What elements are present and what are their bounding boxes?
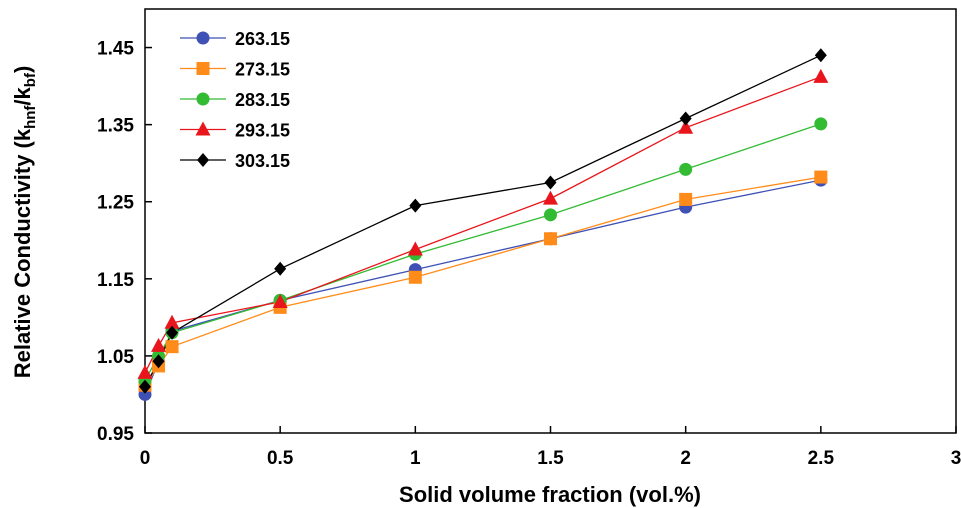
data-point-293.15 bbox=[543, 190, 558, 205]
axis-ticks: 0 0.5 1 1.5 2 2.5 3 0.95 1.05 1.15 1.25 1.35 1.45 bbox=[97, 39, 961, 469]
data-point-293.15 bbox=[407, 241, 423, 256]
data-point-283.15 bbox=[544, 208, 557, 222]
y-axis-title-sub2: bf bbox=[22, 72, 39, 87]
y-tick-label: 1.05 bbox=[97, 347, 134, 368]
legend-label: 263.15 bbox=[235, 29, 290, 49]
x-tick-label: 1 bbox=[410, 448, 421, 469]
data-point-303.15 bbox=[409, 198, 422, 213]
legend-marker bbox=[196, 62, 210, 75]
legend-marker bbox=[196, 31, 210, 45]
y-tick-label: 1.25 bbox=[97, 193, 134, 214]
x-tick-label: 1.5 bbox=[537, 448, 564, 469]
data-point-293.15 bbox=[678, 119, 694, 134]
y-axis-title-suffix: ) bbox=[10, 66, 35, 73]
y-axis-title-prefix: Relative Conductivity (k bbox=[10, 128, 35, 378]
data-point-273.15 bbox=[408, 270, 422, 284]
series-line-293.15 bbox=[144, 76, 822, 374]
data-point-293.15 bbox=[813, 68, 829, 83]
x-tick-label: 0.5 bbox=[267, 448, 294, 469]
data-point-293.15 bbox=[137, 364, 153, 379]
data-point-293.15 bbox=[151, 337, 167, 352]
data-point-273.15 bbox=[814, 170, 828, 184]
y-axis-title-sub1: hnf bbox=[22, 105, 39, 129]
legend-label: 303.15 bbox=[235, 151, 290, 171]
y-tick-label: 1.15 bbox=[97, 270, 134, 291]
data-point-303.15 bbox=[544, 175, 557, 190]
x-tick-label: 0 bbox=[140, 448, 151, 469]
y-axis-title-mid: /k bbox=[10, 86, 35, 105]
legend-marker bbox=[195, 121, 211, 136]
y-tick-label: 1.45 bbox=[97, 39, 134, 60]
legend-label: 273.15 bbox=[235, 60, 290, 80]
series-markers bbox=[137, 48, 829, 401]
data-point-293.15 bbox=[272, 293, 288, 308]
x-tick-label: 3 bbox=[951, 448, 961, 469]
y-tick-label: 1.35 bbox=[97, 116, 134, 137]
data-point-303.15 bbox=[166, 325, 179, 340]
data-point-283.15 bbox=[814, 117, 828, 131]
legend-label: 293.15 bbox=[235, 121, 290, 141]
y-axis-title: Relative Conductivity (khnf/kbf) bbox=[10, 66, 39, 379]
x-axis-title: Solid volume fraction (vol.%) bbox=[399, 482, 701, 507]
legend-marker bbox=[196, 92, 210, 106]
x-tick-label: 2 bbox=[680, 448, 691, 469]
legend: 263.15 273.15 283.15 293.15 303.15 bbox=[180, 29, 290, 171]
data-point-283.15 bbox=[679, 162, 693, 176]
data-point-303.15 bbox=[139, 379, 151, 394]
legend-label: 283.15 bbox=[235, 90, 290, 110]
data-point-303.15 bbox=[274, 261, 287, 276]
y-tick-label: 0.95 bbox=[97, 424, 134, 445]
data-point-273.15 bbox=[544, 232, 557, 246]
data-point-303.15 bbox=[814, 48, 827, 63]
legend-marker bbox=[197, 153, 209, 167]
data-point-303.15 bbox=[152, 354, 165, 369]
x-tick-label: 2.5 bbox=[808, 448, 835, 469]
data-point-273.15 bbox=[165, 340, 179, 354]
data-point-293.15 bbox=[164, 314, 180, 329]
data-point-303.15 bbox=[679, 111, 692, 126]
data-point-273.15 bbox=[679, 192, 693, 206]
